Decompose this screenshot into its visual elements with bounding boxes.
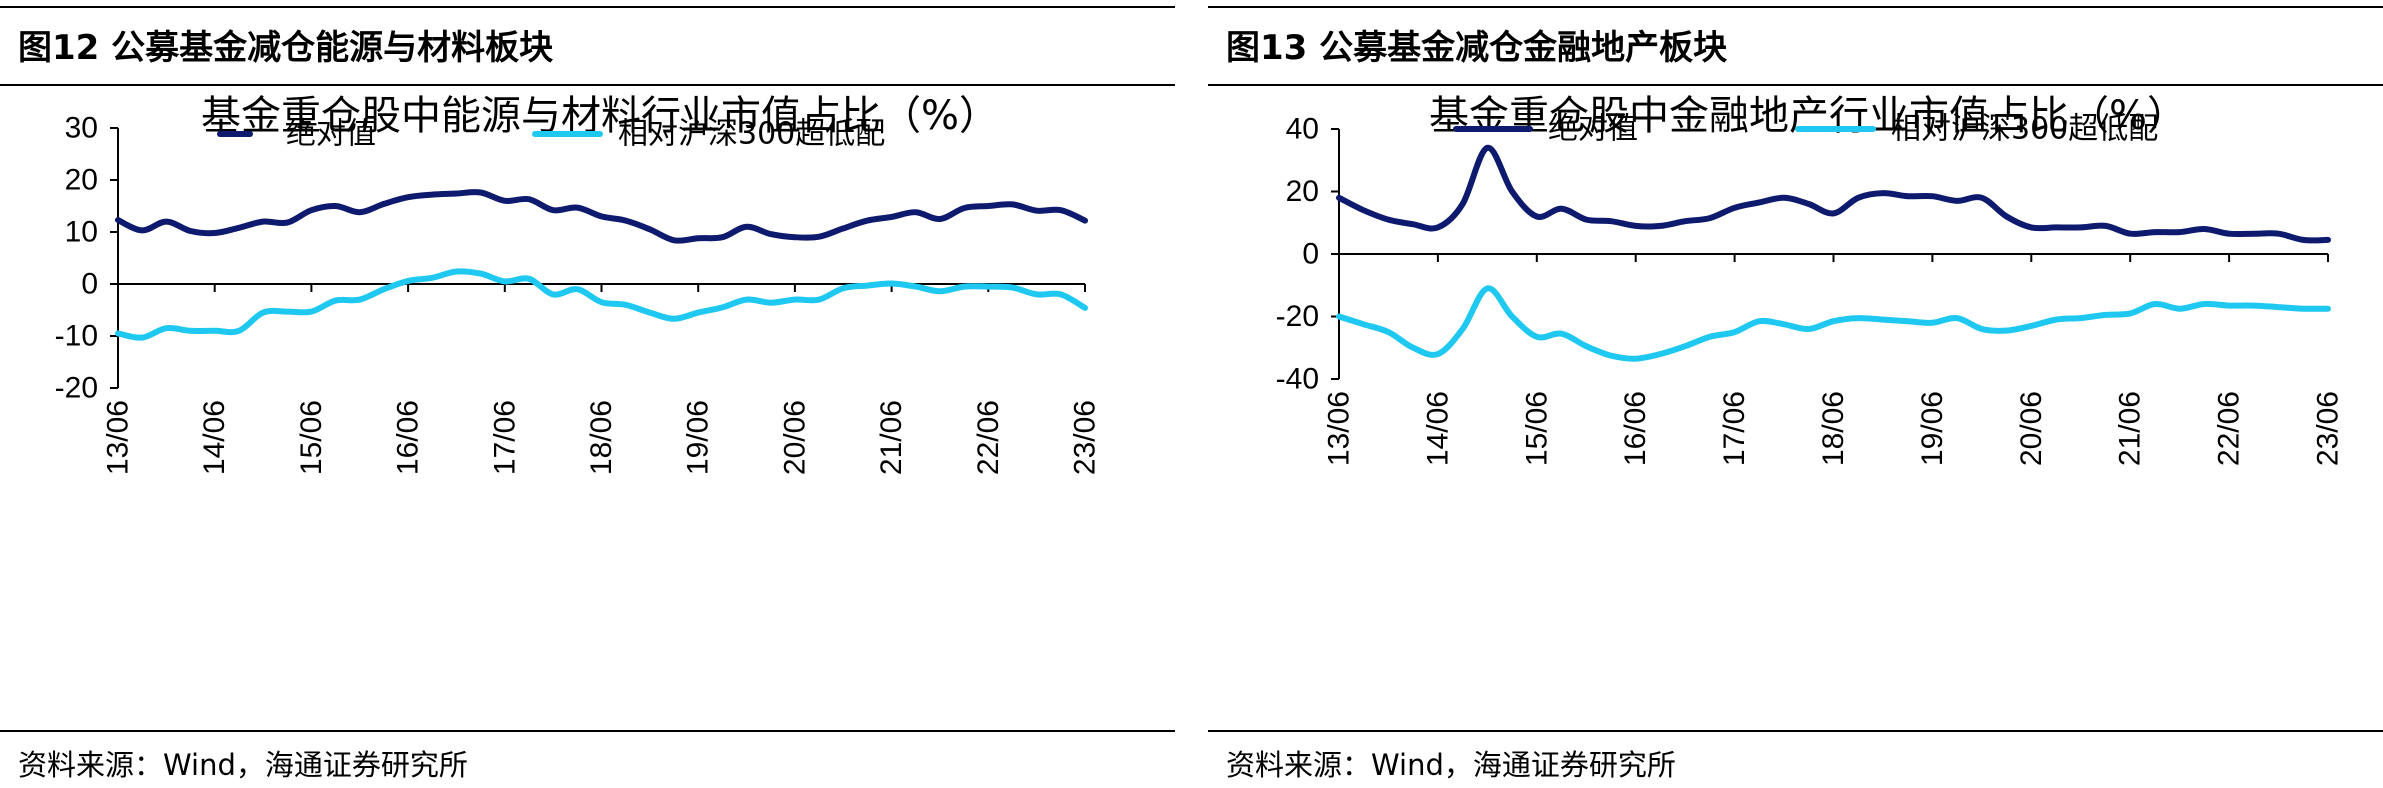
top-rule (0, 6, 1175, 8)
x-tick-label: 13/06 (1323, 391, 1356, 466)
figure-panel-finance-realestate: 图13 公募基金减仓金融地产板块 基金重仓股中金融地产行业市值占比（%） -40-… (1208, 0, 2383, 788)
x-tick-label: 15/06 (295, 400, 328, 475)
series-line-relative (115, 268, 1088, 341)
y-tick-label: 20 (1286, 175, 1319, 208)
x-tick-label: 17/06 (1718, 391, 1751, 466)
figure-panel-energy-materials: 图12 公募基金减仓能源与材料板块 基金重仓股中能源与材料行业市值占比（%） -2… (0, 0, 1175, 788)
y-tick-label: 20 (65, 164, 98, 197)
legend-label: 相对沪深300超低配 (618, 117, 885, 152)
x-tick-label: 14/06 (1421, 391, 1454, 466)
legend-label: 相对沪深300超低配 (1891, 112, 2158, 147)
y-tick-label: 30 (65, 112, 98, 145)
y-tick-label: -20 (55, 372, 98, 405)
series-line-relative (1336, 285, 2331, 362)
x-tick-label: 19/06 (682, 400, 715, 475)
source-note: 资料来源：Wind，海通证券研究所 (18, 748, 468, 782)
legend-label: 绝对值 (286, 117, 376, 152)
top-rule (1208, 6, 2383, 8)
y-tick-label: 10 (65, 216, 98, 249)
x-tick-label: 16/06 (392, 400, 425, 475)
y-tick-label: -40 (1276, 363, 1319, 396)
x-tick-label: 18/06 (585, 400, 618, 475)
bottom-rule (0, 730, 1175, 732)
x-tick-label: 16/06 (1619, 391, 1652, 466)
y-tick-label: -10 (55, 320, 98, 353)
y-tick-label: 40 (1286, 113, 1319, 146)
title-rule (0, 84, 1175, 86)
x-tick-label: 15/06 (1520, 391, 1553, 466)
x-tick-label: 22/06 (972, 400, 1005, 475)
bottom-rule (1208, 730, 2383, 732)
x-tick-label: 21/06 (875, 400, 908, 475)
x-tick-label: 13/06 (102, 400, 135, 475)
source-note: 资料来源：Wind，海通证券研究所 (1226, 748, 1676, 782)
x-tick-label: 22/06 (2213, 391, 2246, 466)
x-tick-label: 14/06 (198, 400, 231, 475)
y-tick-label: 0 (81, 268, 98, 301)
figure-title: 图12 公募基金减仓能源与材料板块 (18, 28, 554, 68)
title-rule (1208, 84, 2383, 86)
x-tick-label: 17/06 (488, 400, 521, 475)
x-tick-label: 18/06 (1817, 391, 1850, 466)
y-tick-label: -20 (1276, 300, 1319, 333)
x-tick-label: 20/06 (778, 400, 811, 475)
series-line-absolute (115, 189, 1088, 244)
y-tick-label: 0 (1302, 238, 1319, 271)
series-line-absolute (1336, 144, 2331, 244)
x-tick-label: 23/06 (1069, 400, 1102, 475)
legend-label: 绝对值 (1548, 112, 1638, 147)
x-tick-label: 19/06 (1916, 391, 1949, 466)
x-tick-label: 20/06 (2015, 391, 2048, 466)
x-tick-label: 23/06 (2312, 391, 2345, 466)
x-tick-label: 21/06 (2114, 391, 2147, 466)
figure-title: 图13 公募基金减仓金融地产板块 (1226, 28, 1728, 68)
